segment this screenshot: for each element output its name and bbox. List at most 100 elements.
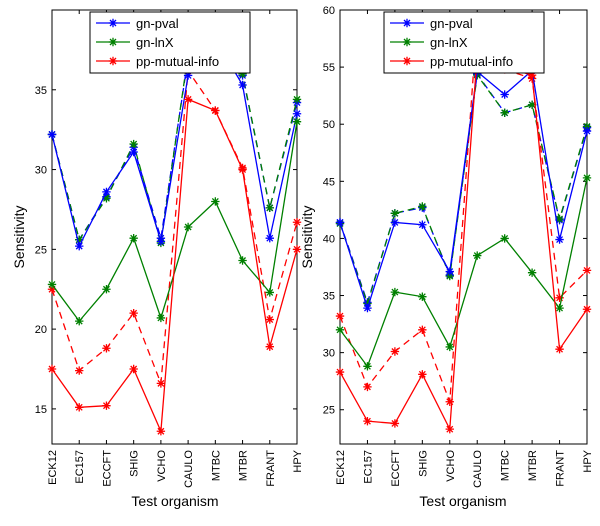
legend-label: pp-mutual-info	[136, 54, 219, 69]
data-point-marker	[292, 95, 302, 104]
data-point-marker	[418, 202, 427, 211]
data-point-marker	[238, 69, 247, 79]
x-tick-label: MTBC	[500, 450, 512, 481]
data-point-marker	[102, 344, 111, 353]
data-point-marker	[183, 95, 193, 104]
x-axis-label: Test organism	[131, 493, 218, 509]
data-point-marker	[156, 237, 166, 246]
y-tick-label: 30	[35, 165, 47, 177]
legend-marker	[108, 56, 118, 66]
data-point-marker	[500, 234, 509, 243]
data-point-marker	[183, 222, 193, 232]
data-point-marker	[156, 379, 166, 388]
data-point-marker	[445, 342, 454, 352]
data-point-marker	[265, 315, 274, 324]
data-point-marker	[47, 364, 57, 374]
data-point-marker	[75, 403, 84, 412]
data-point-marker	[555, 235, 564, 244]
series-line	[339, 177, 588, 368]
y-axis-label: Sensitivity	[11, 205, 27, 268]
series-line	[339, 69, 588, 311]
data-point-marker	[238, 256, 247, 265]
x-axis-label: Test organism	[419, 493, 506, 509]
data-point-marker	[390, 419, 400, 428]
data-point-marker	[211, 197, 220, 206]
data-point-marker	[102, 187, 111, 197]
chart-panel-1: 15 20 25 30 35 ECK12 EC157 ECCFT SHIG VCHO CAULO MT…	[11, 9, 304, 509]
data-point-marker	[527, 70, 537, 80]
data-point-marker	[292, 117, 302, 126]
y-tick-label: 50	[323, 119, 335, 131]
y-axis-label: Sensitivity	[299, 205, 315, 268]
y-tick-label: 35	[35, 85, 47, 97]
y-tick-label: 45	[323, 176, 335, 188]
data-point-marker	[238, 80, 247, 90]
x-tick-label: HPY	[582, 449, 594, 472]
x-tick-label: ECCFT	[390, 450, 402, 487]
series-line	[339, 53, 588, 432]
legend-marker	[402, 37, 412, 47]
data-point-marker	[47, 285, 57, 294]
data-point-marker	[418, 292, 427, 301]
x-tick-label: MTBR	[238, 450, 250, 481]
data-point-marker	[75, 241, 84, 251]
data-point-marker	[335, 218, 345, 227]
data-point-marker	[292, 109, 302, 118]
data-point-marker	[418, 370, 427, 379]
series-line	[339, 73, 588, 306]
data-point-marker	[238, 165, 247, 174]
data-point-marker	[445, 424, 454, 434]
data-point-marker	[527, 100, 537, 109]
data-point-marker	[129, 364, 138, 374]
data-point-marker	[335, 367, 345, 377]
data-point-marker	[418, 220, 427, 229]
data-point-marker	[363, 303, 372, 313]
data-point-marker	[102, 401, 111, 410]
data-point-marker	[265, 342, 274, 351]
data-point-marker	[47, 280, 57, 289]
series-line	[339, 72, 588, 305]
series-line	[51, 68, 298, 384]
x-tick-label: CAULO	[472, 450, 484, 488]
data-point-marker	[129, 147, 138, 157]
x-tick-label: FRANT	[265, 450, 277, 487]
data-point-marker	[527, 268, 537, 277]
data-point-marker	[265, 233, 274, 243]
x-tick-label: ECK12	[335, 450, 347, 485]
data-point-marker	[582, 305, 592, 314]
y-tick-label: 25	[323, 405, 335, 417]
legend-label: gn-pval	[136, 16, 179, 31]
y-tick-label: 20	[35, 324, 47, 336]
data-point-marker	[582, 122, 592, 131]
x-tick-label: HPY	[292, 449, 304, 472]
data-point-marker	[555, 303, 564, 313]
data-point-marker	[445, 271, 454, 281]
data-point-marker	[363, 299, 372, 308]
series-line	[51, 37, 298, 249]
data-point-marker	[129, 308, 138, 318]
data-point-marker	[265, 203, 274, 213]
y-tick-label: 55	[323, 62, 335, 74]
legend-label: gn-lnX	[136, 35, 174, 50]
legend-marker	[108, 18, 118, 28]
data-point-marker	[390, 209, 400, 218]
data-point-marker	[335, 325, 345, 334]
data-point-marker	[265, 288, 274, 297]
data-point-marker	[500, 90, 509, 99]
data-point-marker	[582, 126, 592, 136]
legend-marker	[402, 56, 412, 66]
data-point-marker	[211, 106, 220, 115]
series-gn-lnx	[335, 173, 592, 371]
x-tick-label: MTBC	[210, 450, 222, 481]
data-point-marker	[75, 366, 84, 375]
y-tick-label: 35	[323, 291, 335, 303]
x-tick-label: EC157	[74, 450, 86, 484]
series-gn-pval	[47, 34, 302, 251]
data-point-marker	[390, 347, 400, 356]
legend: gn-pval gn-lnX pp-mutual-info	[89, 11, 251, 74]
data-point-marker	[555, 345, 564, 354]
legend-label: gn-pval	[430, 16, 473, 31]
data-point-marker	[75, 235, 84, 244]
data-point-marker	[582, 173, 592, 183]
